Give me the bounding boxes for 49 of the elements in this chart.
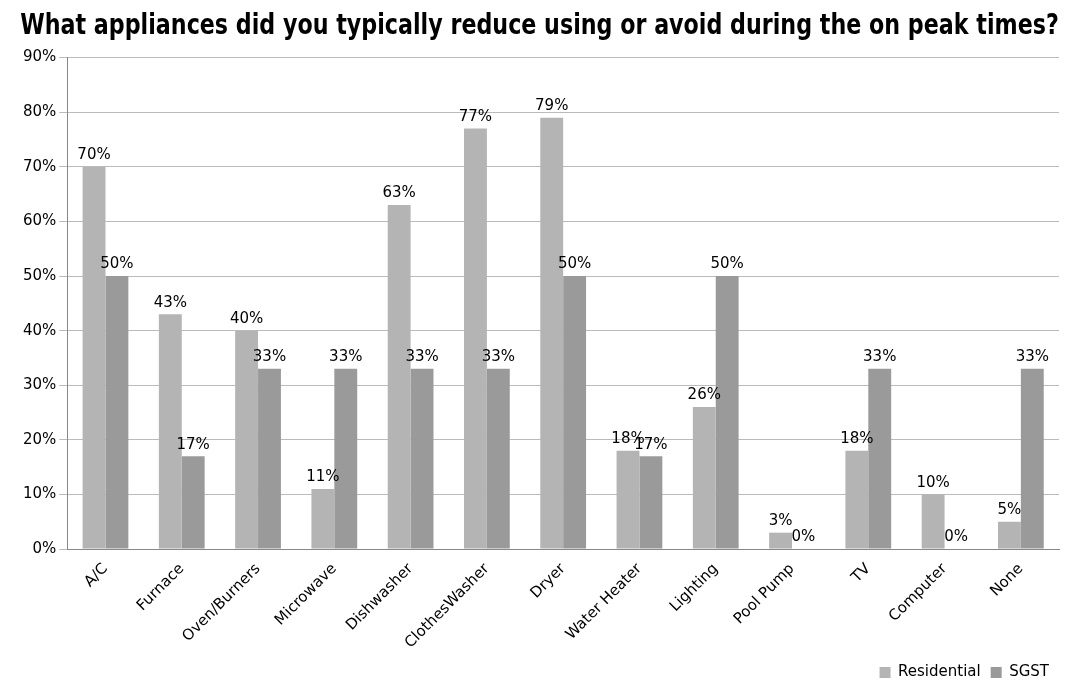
- data-label: 70%: [77, 145, 111, 164]
- data-label: 26%: [687, 385, 721, 404]
- data-label: 11%: [306, 467, 340, 486]
- bar: [486, 368, 510, 549]
- data-label: 33%: [329, 347, 363, 366]
- y-tick-label: 50%: [23, 265, 57, 284]
- bar: [769, 532, 793, 549]
- data-label: 17%: [176, 434, 210, 453]
- legend-label: SGST: [1009, 662, 1050, 681]
- data-label: 18%: [840, 429, 874, 448]
- data-label: 50%: [710, 254, 744, 273]
- bar: [639, 456, 663, 549]
- legend-label: Residential: [898, 662, 981, 681]
- bar: [563, 276, 587, 549]
- y-tick-label: 20%: [23, 429, 57, 448]
- bar: [1020, 368, 1044, 549]
- bar: [181, 456, 205, 549]
- chart-title: What appliances did you typically reduce using or avoid during the on peak times?: [20, 8, 1059, 41]
- y-tick-label: 0%: [32, 538, 57, 557]
- data-label: 10%: [916, 472, 950, 491]
- y-tick-label: 80%: [23, 102, 57, 121]
- x-tick-label: TV: [846, 558, 875, 587]
- y-tick-label: 70%: [23, 156, 57, 175]
- y-tick-label: 60%: [23, 211, 57, 230]
- y-tick-label: 30%: [23, 375, 57, 394]
- data-label: 77%: [458, 106, 493, 125]
- data-label: 43%: [153, 292, 187, 311]
- data-label: 33%: [405, 347, 439, 366]
- data-label: 33%: [481, 347, 515, 366]
- y-tick-label: 40%: [23, 320, 57, 339]
- data-label: 0%: [944, 527, 968, 546]
- data-label: 33%: [1015, 347, 1049, 366]
- data-label: 50%: [100, 254, 134, 273]
- y-tick-label: 10%: [23, 484, 57, 503]
- data-label: 79%: [535, 96, 569, 115]
- data-label: 0%: [791, 527, 816, 546]
- data-label: 33%: [863, 347, 897, 366]
- data-label: 33%: [252, 347, 287, 366]
- data-label: 3%: [768, 511, 793, 530]
- bar: [410, 368, 434, 549]
- data-label: 5%: [997, 500, 1022, 519]
- y-tick-label: 90%: [23, 47, 57, 66]
- data-label: 63%: [382, 183, 416, 202]
- x-tick-label: A/C: [80, 559, 112, 591]
- bar: [105, 276, 129, 549]
- bar: [997, 521, 1021, 549]
- data-label: 40%: [229, 309, 264, 328]
- bar: [258, 368, 281, 549]
- data-label: 50%: [557, 254, 592, 273]
